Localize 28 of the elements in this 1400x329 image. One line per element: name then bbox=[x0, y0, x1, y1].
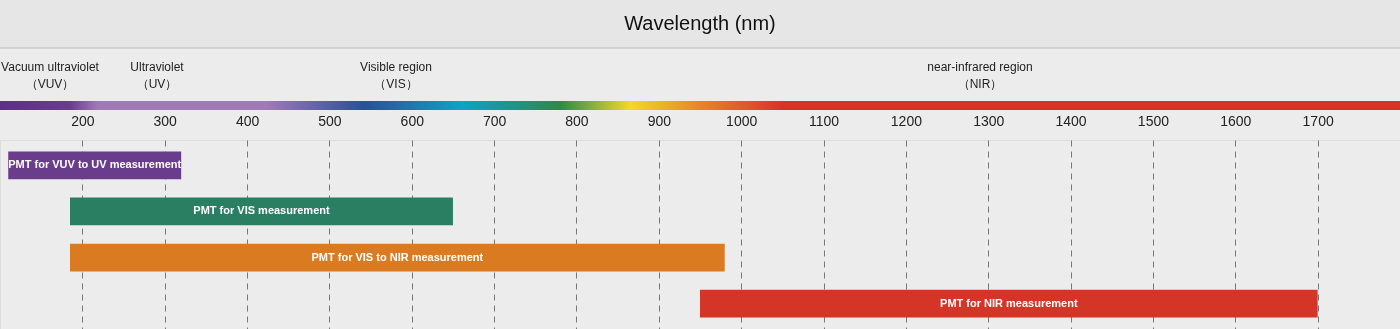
text: near-infrared region （NIR） bbox=[927, 60, 1033, 91]
x-tick-label: 1000 bbox=[726, 112, 758, 129]
text: Ultraviolet （UV） bbox=[130, 60, 185, 91]
x-tick-label: 300 bbox=[153, 112, 178, 129]
x-tick-label: 1100 bbox=[808, 112, 840, 129]
y-tick-label: PMT for VIS to NIR measurement bbox=[311, 250, 484, 263]
y-tick-label: PMT for VIS measurement bbox=[193, 204, 330, 217]
x-tick-label: 900 bbox=[647, 112, 672, 129]
bar bbox=[70, 243, 725, 272]
x-tick-label: 400 bbox=[235, 112, 260, 129]
x-tick-label: 1700 bbox=[1302, 112, 1334, 129]
x-tick-label: 200 bbox=[71, 112, 95, 129]
text: Visible region （VIS） bbox=[360, 60, 432, 91]
chart-title: Wavelength (nm) bbox=[624, 12, 776, 34]
x-tick-label: 500 bbox=[318, 112, 342, 129]
x-tick-label: 800 bbox=[565, 112, 589, 129]
x-tick-label: 1200 bbox=[890, 112, 923, 129]
y-tick-label: PMT for NIR measurement bbox=[940, 296, 1078, 309]
bar bbox=[70, 197, 453, 226]
x-tick-label: 1300 bbox=[973, 112, 1005, 129]
x-tick-label: 1600 bbox=[1220, 112, 1252, 129]
x-tick-label: 1500 bbox=[1137, 112, 1170, 129]
x-tick-label: 700 bbox=[482, 112, 507, 129]
x-tick-label: 600 bbox=[400, 112, 425, 129]
y-tick-label: PMT for VUV to UV measurement bbox=[8, 158, 182, 171]
bar bbox=[700, 289, 1318, 318]
x-tick-label: 1400 bbox=[1055, 112, 1087, 129]
text: Vacuum ultraviolet （VUV） bbox=[1, 60, 100, 91]
